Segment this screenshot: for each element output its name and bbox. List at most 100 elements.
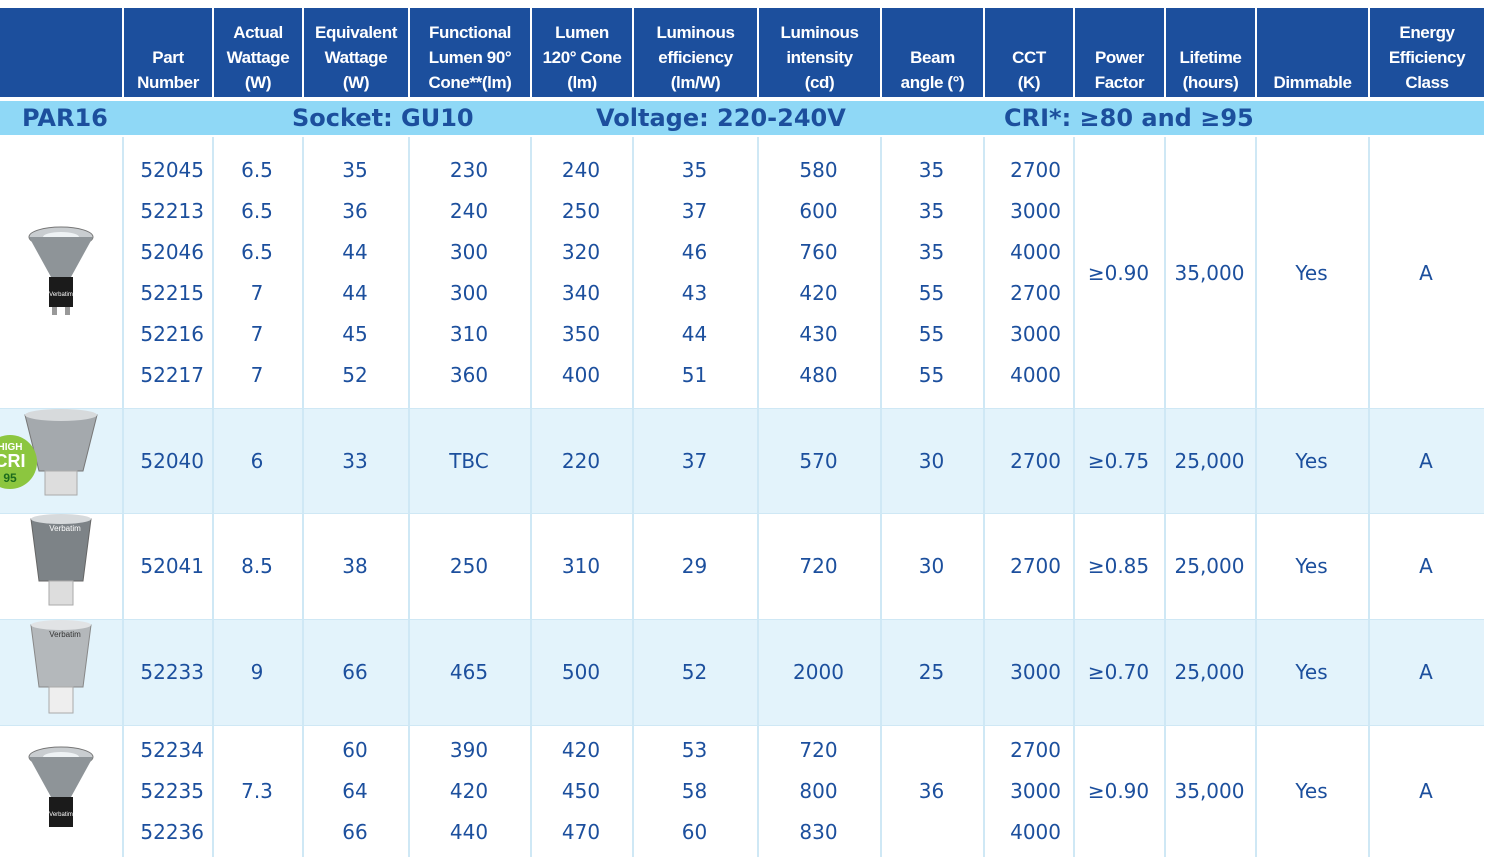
table-cell: 340 [530,273,632,314]
voltage: Voltage: 220-240V [596,101,846,135]
table-cell: 230 [408,150,530,191]
header-separator [530,8,532,97]
spec-table: PAR16 Socket: GU10 Voltage: 220-240V CRI… [0,0,1488,857]
column-header: PowerFactor [1075,8,1164,97]
table-cell: 320 [530,232,632,273]
bulb [25,409,97,495]
table-cell: 52040 [122,408,212,513]
header-separator [1368,8,1370,97]
table-cell: 470 [530,812,632,853]
table-cell: 580 [757,150,880,191]
header-separator [212,8,214,97]
header-line: Lumen 90° [429,45,512,70]
header-line: Wattage [325,45,388,70]
header-line: intensity [786,45,852,70]
table-cell: 53 [632,730,757,771]
table-cell: 36 [880,725,983,857]
cri: CRI*: ≥80 and ≥95 [1004,101,1254,135]
table-cell: 52041 [122,513,212,619]
table-cell: 440 [408,812,530,853]
header-separator [632,8,634,97]
table-cell: 33 [302,408,408,513]
column-header: Beamangle (°) [882,8,983,97]
column-separator [757,137,759,857]
table-cell: 4000 [983,355,1073,396]
table-cell: ≥0.75 [1073,408,1164,513]
table-cell: 35 [880,191,983,232]
table-cell: 52 [302,355,408,396]
table-cell: ≥0.85 [1073,513,1164,619]
table-cell: 2000 [757,619,880,725]
table-cell: 52233 [122,619,212,725]
table-cell: 37 [632,191,757,232]
header-line: (cd) [805,70,835,95]
header-line: Factor [1095,70,1145,95]
table-cell: 420 [408,771,530,812]
table-cell: 37 [632,408,757,513]
header-separator [1073,8,1075,97]
table-cell: Yes [1255,513,1368,619]
table-cell: 240 [408,191,530,232]
badge-text: CRI [0,451,26,471]
header-line: (hours) [1183,70,1239,95]
bulb: Verbatim [29,227,93,315]
table-cell: 6.5 [212,150,302,191]
header-line: Equivalent [315,20,397,45]
table-cell: 2700 [983,513,1073,619]
table-cell: A [1368,725,1484,857]
table-cell: ≥0.90 [1073,725,1164,857]
column-separator [880,137,882,857]
bulb: Verbatim [31,514,91,605]
header-separator [983,8,985,97]
table-cell: 7 [212,355,302,396]
table-cell: 400 [530,355,632,396]
column-separator [212,137,214,857]
table-cell: 390 [408,730,530,771]
header-line: Efficiency [1389,45,1465,70]
table-cell: 25 [880,619,983,725]
table-cell: A [1368,619,1484,725]
table-cell: 9 [212,619,302,725]
table-cell: 51 [632,355,757,396]
table-cell: 250 [408,513,530,619]
header-line: 120° Cone [543,45,622,70]
table-cell: 43 [632,273,757,314]
table-cell: 2700 [983,150,1073,191]
table-cell: 420 [757,273,880,314]
table-cell: 4000 [983,812,1073,853]
table-cell: 7 [212,314,302,355]
header-line: angle (°) [901,70,965,95]
table-cell: 38 [302,513,408,619]
table-cell: 830 [757,812,880,853]
table-cell: 240 [530,150,632,191]
table-cell: ≥0.70 [1073,619,1164,725]
socket: Socket: GU10 [292,101,474,135]
header-separator [1164,8,1166,97]
header-line: Luminous [780,20,858,45]
table-cell: 800 [757,771,880,812]
table-cell: A [1368,137,1484,408]
table-cell: 52213 [122,191,212,232]
brand: Verbatim [49,812,73,818]
table-cell: 44 [302,232,408,273]
column-separator [302,137,304,857]
column-header: FunctionalLumen 90°Cone**(lm) [410,8,530,97]
header-line: Lumen [555,20,609,45]
header-line: Part [152,45,183,70]
column-header: Lifetime(hours) [1166,8,1255,97]
table-cell: 7 [212,273,302,314]
table-cell: 250 [530,191,632,232]
table-cell: 450 [530,771,632,812]
table-cell: TBC [408,408,530,513]
table-cell: 46 [632,232,757,273]
column-header: Dimmable [1257,8,1368,97]
column-header: EnergyEfficiencyClass [1370,8,1484,97]
table-cell: 35 [302,150,408,191]
bulb: Verbatim [31,620,91,713]
header-line: Energy [1399,20,1454,45]
table-cell: 66 [302,812,408,853]
table-cell: 52235 [122,771,212,812]
table-cell: 55 [880,273,983,314]
column-header: Luminousefficiency(lm/W) [634,8,757,97]
